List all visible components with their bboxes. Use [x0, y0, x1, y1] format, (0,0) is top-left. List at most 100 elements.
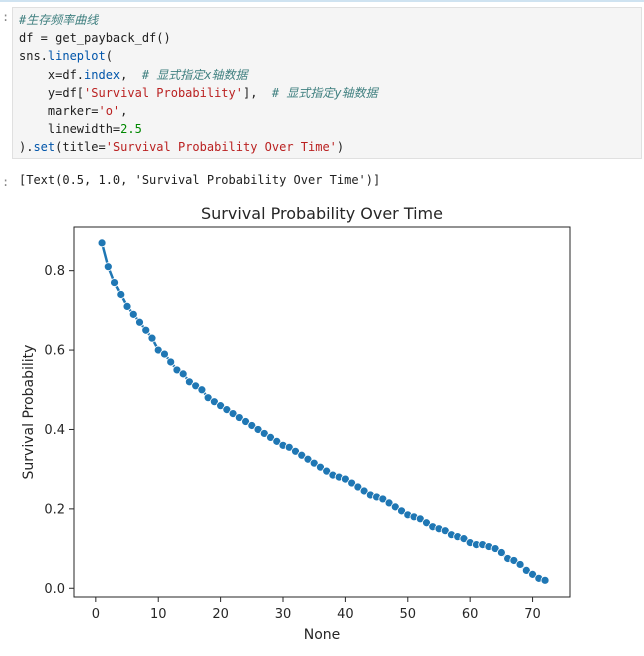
data-point: [191, 381, 201, 391]
code-token: 'Survival Probability': [84, 85, 243, 100]
code-token: x=df.: [19, 67, 85, 82]
data-point: [490, 544, 500, 553]
x-tick-label: 10: [150, 607, 167, 622]
data-point: [316, 462, 325, 472]
data-point: [422, 518, 431, 528]
data-point: [197, 385, 207, 395]
chart-title: Survival Probability Over Time: [201, 204, 443, 223]
data-point: [322, 466, 332, 476]
data-point: [390, 502, 400, 512]
data-point: [172, 365, 182, 375]
data-point: [222, 405, 232, 415]
code-token: # 显式指定x轴数据: [141, 67, 248, 82]
x-axis: 0 10 20 30 40 50 60 70: [92, 597, 541, 622]
data-point: [496, 548, 506, 557]
data-point: [291, 446, 300, 456]
data-point: [284, 442, 294, 452]
y-axis: 0.0 0.2 0.4 0.6 0.8: [44, 264, 74, 597]
data-point: [528, 569, 537, 579]
y-tick-label: 0.6: [44, 344, 65, 359]
y-tick-label: 0.4: [44, 423, 65, 438]
data-point: [459, 534, 469, 544]
code-token: ,: [120, 67, 142, 82]
code-token: df = get_payback_df(): [19, 31, 171, 46]
x-tick-label: 40: [337, 607, 354, 622]
data-point: [509, 556, 519, 565]
code-token: index: [84, 67, 121, 82]
data-point: [347, 478, 357, 488]
data-point: [241, 417, 250, 426]
data-point: [540, 575, 550, 585]
data-point: [97, 238, 107, 248]
code-token: y=df[: [19, 85, 85, 100]
y-axis-label: Survival Probability: [21, 345, 37, 480]
survival-chart: Survival Probability Over Time 0 10 20 30 40…: [21, 204, 571, 643]
data-point: [515, 560, 525, 569]
survival-markers: [97, 238, 550, 585]
code-token: (: [105, 49, 113, 64]
data-point: [128, 309, 138, 319]
code-token: sns.: [19, 49, 48, 64]
data-point: [309, 458, 319, 468]
data-point: [209, 397, 219, 407]
data-point: [228, 409, 238, 418]
x-tick-label: 50: [400, 607, 417, 622]
x-tick-label: 30: [275, 607, 292, 622]
data-point: [253, 425, 263, 434]
code-token: (title=: [55, 140, 106, 155]
code-editor[interactable]: #生存频率曲线 df = get_payback_df() sns.linepl…: [19, 11, 378, 157]
code-token: ).: [19, 140, 34, 155]
data-point: [160, 349, 169, 359]
data-point: [247, 421, 257, 430]
data-point: [110, 278, 119, 287]
data-point: [415, 514, 425, 524]
data-point: [440, 526, 450, 536]
data-point: [259, 429, 269, 438]
x-tick-label: 20: [212, 607, 229, 622]
x-axis-label: None: [304, 627, 341, 643]
x-tick-label: 70: [524, 607, 541, 622]
data-point: [122, 301, 132, 311]
code-token: 'o': [98, 104, 121, 119]
data-point: [147, 333, 157, 343]
code-token: linewidth=: [19, 122, 121, 137]
data-point: [166, 357, 176, 367]
x-tick-label: 0: [92, 607, 100, 622]
data-point: [153, 345, 163, 355]
data-point: [303, 454, 313, 464]
data-point: [203, 393, 213, 403]
data-point: [234, 413, 244, 422]
y-tick-label: 0.2: [44, 502, 65, 517]
data-point: [216, 401, 226, 411]
code-token: marker=: [19, 104, 99, 119]
data-point: [185, 377, 194, 387]
data-point: [116, 290, 126, 299]
code-token: 2.5: [120, 122, 142, 137]
data-point: [340, 474, 350, 484]
data-point: [378, 494, 388, 504]
data-point: [266, 433, 275, 442]
x-tick-label: 60: [462, 607, 479, 622]
code-token: 'Survival Probability Over Time': [105, 140, 337, 155]
data-point: [384, 498, 394, 508]
data-point: [521, 566, 531, 575]
code-token: ): [336, 140, 345, 155]
code-token: lineplot: [47, 49, 106, 64]
output-prompt: :: [2, 175, 10, 189]
cell-top-border: [0, 0, 644, 2]
code-token: ],: [242, 85, 272, 100]
data-point: [103, 262, 113, 272]
y-tick-label: 0.8: [44, 264, 65, 279]
data-point: [359, 486, 369, 496]
data-point: [397, 506, 406, 516]
data-point: [178, 369, 188, 379]
output-text: [Text(0.5, 1.0, 'Survival Probability Ov…: [19, 173, 381, 187]
code-token: set: [33, 140, 56, 155]
code-token: # 显式指定y轴数据: [271, 85, 378, 100]
code-cell[interactable]: #生存频率曲线 df = get_payback_df() sns.linepl…: [12, 7, 642, 159]
data-point: [141, 325, 151, 335]
code-token: ,: [120, 104, 128, 119]
code-token: #生存频率曲线: [19, 13, 99, 27]
y-tick-label: 0.0: [44, 582, 65, 597]
input-prompt: :: [2, 10, 10, 24]
